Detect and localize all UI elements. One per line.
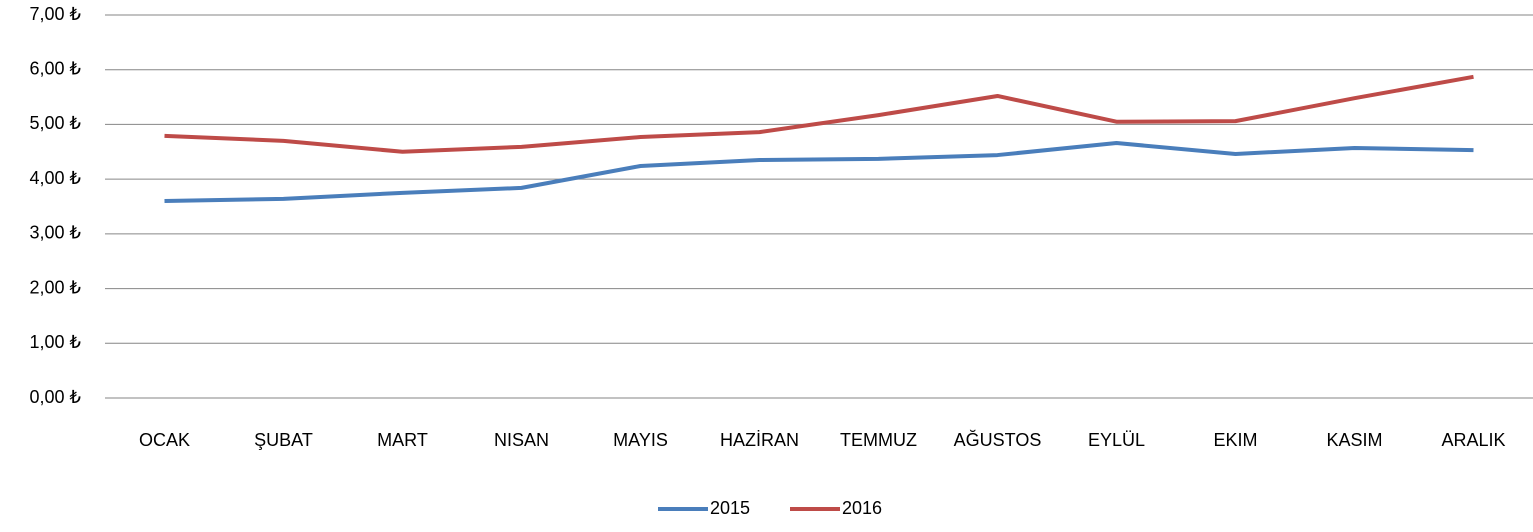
x-tick-label: EKIM <box>1213 430 1257 450</box>
x-tick-label: MART <box>377 430 428 450</box>
series-line <box>164 141 1474 204</box>
series-line <box>164 74 1474 154</box>
x-tick-label: MAYIS <box>613 430 668 450</box>
legend-label: 2015 <box>710 498 750 518</box>
x-tick-label: OCAK <box>139 430 190 450</box>
x-tick-label: ŞUBAT <box>254 430 313 450</box>
y-tick-label: 6,00 ₺ <box>30 58 82 78</box>
x-tick-label: TEMMUZ <box>840 430 917 450</box>
x-tick-label: NISAN <box>494 430 549 450</box>
y-tick-label: 3,00 ₺ <box>30 223 82 243</box>
legend-label: 2016 <box>842 498 882 518</box>
x-tick-label: EYLÜL <box>1088 430 1145 450</box>
x-tick-label: HAZİRAN <box>720 430 799 450</box>
x-tick-label: ARALIK <box>1441 430 1505 450</box>
y-tick-label: 2,00 ₺ <box>30 277 82 297</box>
x-tick-label: AĞUSTOS <box>954 429 1042 450</box>
y-tick-label: 7,00 ₺ <box>30 4 82 24</box>
x-tick-label: KASIM <box>1326 430 1382 450</box>
y-tick-label: 1,00 ₺ <box>30 332 82 352</box>
y-tick-label: 0,00 ₺ <box>30 387 82 407</box>
y-tick-label: 4,00 ₺ <box>30 168 82 188</box>
y-tick-label: 5,00 ₺ <box>30 113 82 133</box>
